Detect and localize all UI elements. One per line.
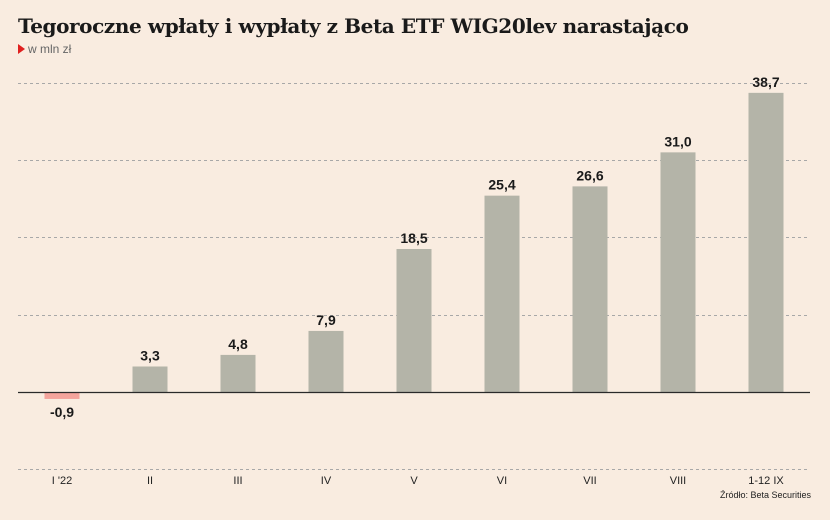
value-label-5: 25,4 <box>488 177 515 193</box>
category-label-4: V <box>410 475 418 487</box>
category-label-2: III <box>233 475 242 487</box>
bar-1 <box>132 366 168 392</box>
value-label-8: 38,7 <box>752 74 779 90</box>
category-label-3: IV <box>321 475 332 487</box>
bar-2 <box>220 354 256 392</box>
category-label-6: VII <box>583 475 596 487</box>
unit-marker-icon <box>18 44 25 54</box>
value-label-6: 26,6 <box>576 167 603 183</box>
value-label-1: 3,3 <box>140 347 160 363</box>
bar-0 <box>44 392 80 399</box>
bar-5 <box>484 195 520 392</box>
bar-7 <box>660 152 696 392</box>
category-label-7: VIII <box>670 475 687 487</box>
category-label-5: VI <box>497 475 507 487</box>
bar-8 <box>748 92 784 392</box>
value-label-2: 4,8 <box>228 336 248 352</box>
value-label-4: 18,5 <box>400 230 427 246</box>
value-label-0: -0,9 <box>50 404 74 420</box>
category-label-8: 1-12 IX <box>748 475 784 487</box>
value-label-3: 7,9 <box>316 312 336 328</box>
bar-3 <box>308 330 344 392</box>
category-label-0: I '22 <box>52 475 72 487</box>
bar-4 <box>396 248 432 392</box>
category-label-1: II <box>147 475 153 487</box>
value-label-7: 31,0 <box>664 133 691 149</box>
unit-text: w mln zł <box>28 42 72 56</box>
source-note: Źródło: Beta Securities <box>719 490 811 500</box>
unit-label: w mln zł <box>18 42 71 56</box>
bar-6 <box>572 186 608 392</box>
chart-title: Tegoroczne wpłaty i wypłaty z Beta ETF W… <box>18 14 689 38</box>
